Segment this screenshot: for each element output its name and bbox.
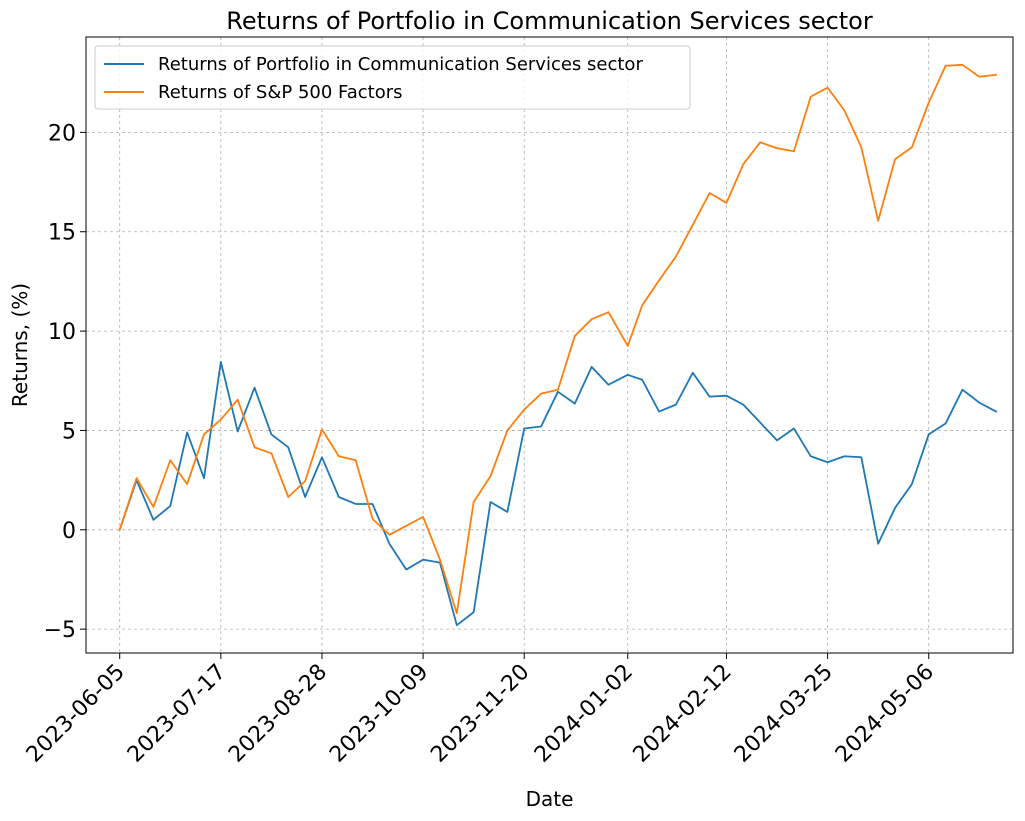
y-tick-label: 5 — [62, 419, 76, 444]
y-axis-label: Returns, (%) — [8, 283, 32, 407]
legend-label-portfolio: Returns of Portfolio in Communication Se… — [158, 54, 643, 75]
y-tick-label: 15 — [48, 221, 76, 246]
series-line-portfolio — [118, 360, 998, 627]
y-tick-label: −5 — [44, 618, 76, 643]
y-tick-label: 10 — [48, 320, 76, 345]
grid-layer — [86, 37, 1013, 653]
y-tick-label: 20 — [48, 121, 76, 146]
legend-box — [94, 45, 691, 110]
legend: Returns of Portfolio in Communication Se… — [94, 45, 691, 110]
plot-frame — [85, 36, 1014, 654]
y-axis-ticks: −5 0 5 10 15 20 — [44, 121, 86, 643]
legend-label-sp500: Returns of S&P 500 Factors — [158, 82, 403, 103]
series-layer — [118, 63, 998, 627]
y-tick-label: 0 — [62, 519, 76, 544]
chart-title: Returns of Portfolio in Communication Se… — [226, 7, 873, 35]
series-line-sp500 — [118, 63, 998, 615]
x-axis-label: Date — [526, 787, 574, 811]
